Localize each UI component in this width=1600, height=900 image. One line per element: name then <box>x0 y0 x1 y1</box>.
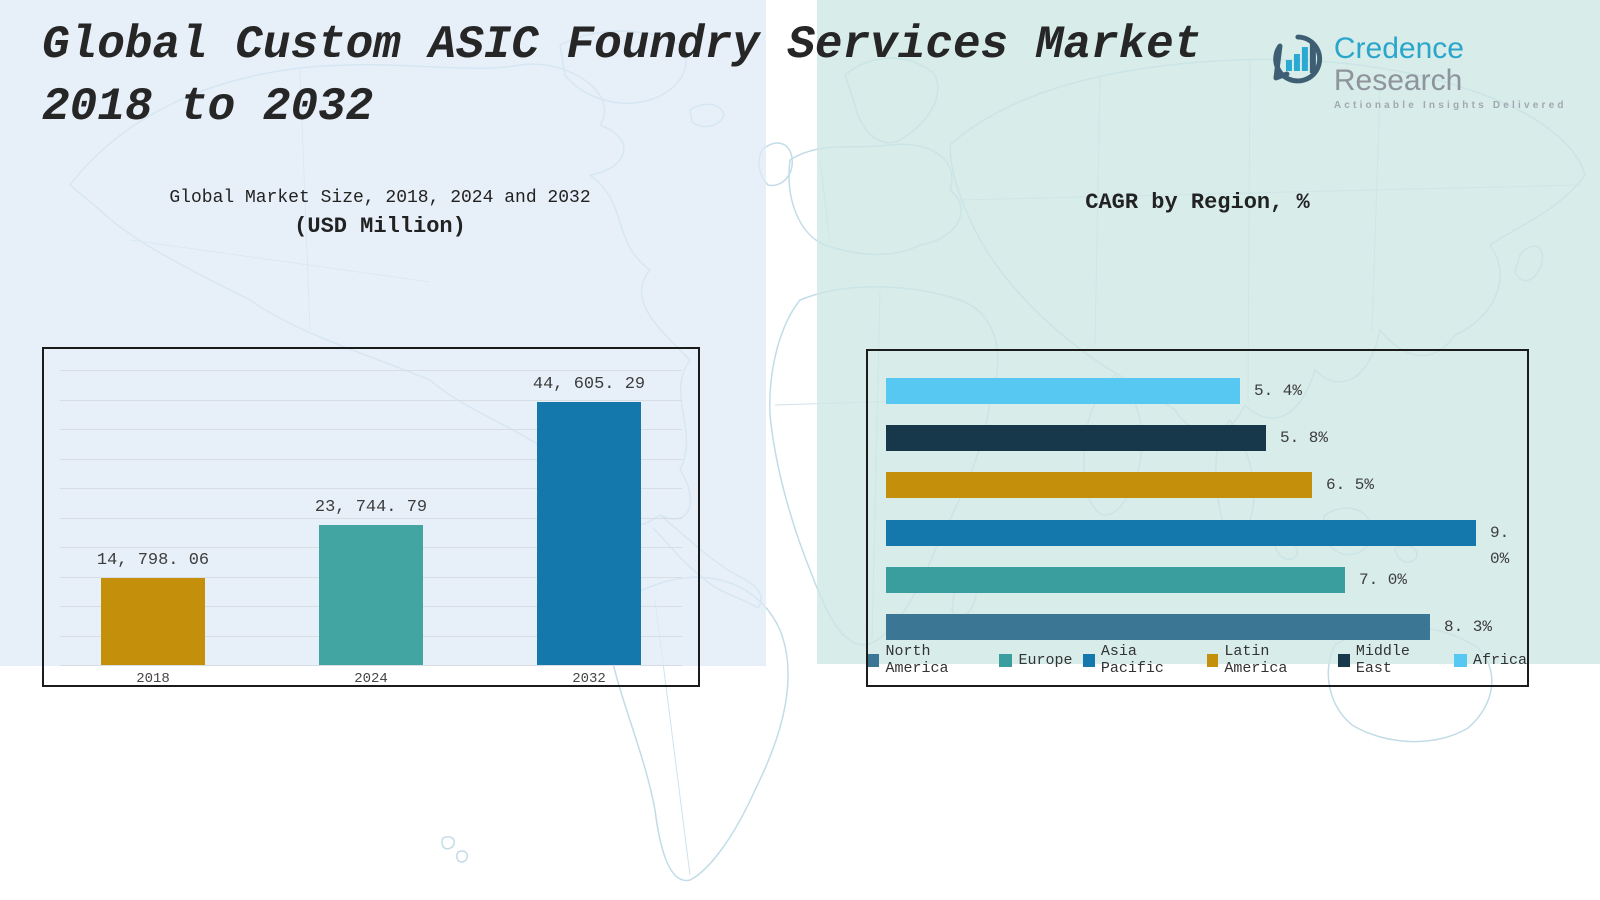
x-axis-label-2024: 2024 <box>354 671 388 687</box>
legend-label-asia-pacific: Asia Pacific <box>1100 643 1164 677</box>
legend-swatch-middle-east <box>1338 653 1350 667</box>
legend-label-north-america: North America <box>885 643 949 677</box>
brand-tagline: Actionable Insights Delivered <box>1333 100 1567 111</box>
x-axis-label-2032: 2032 <box>572 671 606 687</box>
bar-europe <box>886 567 1345 593</box>
bar-value-label-europe: 7. 0% <box>1359 571 1408 589</box>
market-size-chart-subtitle: (USD Million) <box>294 214 466 239</box>
brand-logo: Credence Research Actionable Insights De… <box>1272 33 1600 111</box>
legend-item-north-america: North America <box>868 643 988 677</box>
legend-label-middle-east: Middle East <box>1355 643 1410 677</box>
bar-value-label-africa: 5. 4% <box>1254 382 1303 400</box>
legend-item-latin-america: Latin America <box>1206 643 1327 677</box>
legend-label-latin-america: Latin America <box>1224 643 1288 677</box>
legend-item-middle-east: Middle East <box>1338 643 1443 677</box>
page-title-line2: 2018 to 2032 <box>42 81 374 133</box>
bar-value-label-latin-america: 6. 5% <box>1326 476 1375 494</box>
legend-swatch-europe <box>999 653 1013 667</box>
legend-item-asia-pacific: Asia Pacific <box>1083 643 1196 677</box>
bar-asia-pacific <box>886 520 1476 546</box>
bar-chart-speech-bubble-icon <box>1273 34 1323 84</box>
gridline <box>60 665 682 666</box>
right-panel-background <box>817 0 1600 664</box>
brand-name: Credence Research <box>1334 33 1600 97</box>
legend-swatch-latin-america <box>1206 653 1219 667</box>
page-title-line1: Global Custom ASIC Foundry Services Mark… <box>42 19 1202 71</box>
bar-slots: 14, 798. 06 2018 23, 744. 79 2024 44, 605. 2… <box>44 349 698 687</box>
bar-latin-america <box>886 472 1312 498</box>
bar-value-label-2024: 23, 744. 79 <box>314 498 428 517</box>
bar-value-label-asia-pacific: 9. 0% <box>1490 524 1510 568</box>
bar-middle-east <box>886 425 1266 451</box>
x-axis-label-2018: 2018 <box>136 671 170 687</box>
brand-name-primary: Credence <box>1333 32 1464 65</box>
bar-value-label-2018: 14, 798. 06 <box>96 551 210 570</box>
bar-2024 <box>319 525 423 665</box>
gridline <box>60 458 682 460</box>
bar-value-label-north-america: 8. 3% <box>1444 618 1493 636</box>
cagr-chart-title: CAGR by Region, % <box>1085 190 1310 215</box>
legend-label-africa: Africa <box>1472 651 1527 669</box>
brand-name-secondary: Research <box>1333 64 1463 97</box>
market-size-chart-title: Global Market Size, 2018, 2024 and 2032 <box>169 188 591 208</box>
bar-value-label-middle-east: 5. 8% <box>1280 429 1329 447</box>
gridline <box>60 517 682 519</box>
legend-swatch-africa <box>1453 653 1467 667</box>
cagr-chart: 5. 4% 5. 8% 6. 5% 9. 0% 7. 0% 8. 3% North Amer… <box>866 349 1529 687</box>
brand-logo-text: Credence Research Actionable Insights De… <box>1333 33 1600 112</box>
market-size-chart: 14, 798. 06 2018 23, 744. 79 2024 44, 605. 2… <box>42 347 700 687</box>
legend-label-europe: Europe <box>1018 651 1073 669</box>
legend-item-africa: Africa <box>1453 651 1527 669</box>
legend-item-europe: Europe <box>999 652 1072 669</box>
bar-north-america <box>886 614 1430 640</box>
legend-swatch-asia-pacific <box>1083 653 1095 667</box>
bar-slot-2018: 14, 798. 06 2018 <box>44 349 262 687</box>
bar-africa <box>886 378 1240 404</box>
bar-2032 <box>537 402 641 665</box>
legend-swatch-north-america <box>868 653 880 667</box>
bar-2018 <box>101 578 205 665</box>
gridline <box>60 429 682 430</box>
gridline <box>60 370 682 371</box>
gridline <box>60 488 682 489</box>
bar-value-label-2032: 44, 605. 29 <box>532 375 646 394</box>
bar-slot-2024: 23, 744. 79 2024 <box>262 349 480 687</box>
gridline <box>60 399 682 401</box>
bar-slot-2032: 44, 605. 29 2032 <box>480 349 698 687</box>
chart-legend: North America Europe Asia Pacific Latin Ame… <box>868 643 1527 677</box>
page-title: Global Custom ASIC Foundry Services Mark… <box>42 14 1262 138</box>
